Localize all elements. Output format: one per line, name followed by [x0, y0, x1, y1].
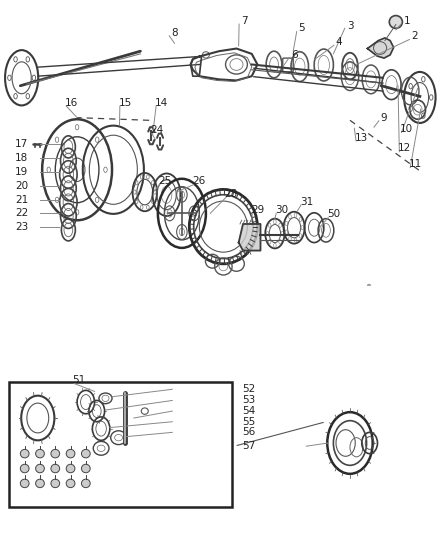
Text: 28: 28 — [225, 189, 238, 199]
Text: 25: 25 — [158, 176, 171, 187]
Text: 19: 19 — [15, 167, 28, 177]
Ellipse shape — [20, 479, 29, 488]
Text: 17: 17 — [15, 139, 28, 149]
Text: 12: 12 — [398, 143, 411, 154]
Text: 11: 11 — [409, 159, 422, 169]
Text: 31: 31 — [300, 197, 313, 207]
Text: 9: 9 — [381, 112, 387, 123]
Text: 10: 10 — [400, 124, 413, 134]
Ellipse shape — [20, 449, 29, 458]
Text: 18: 18 — [15, 153, 28, 163]
Text: 4: 4 — [336, 37, 343, 47]
Ellipse shape — [81, 449, 90, 458]
Text: 30: 30 — [275, 205, 288, 215]
Text: 24: 24 — [150, 125, 164, 135]
Ellipse shape — [66, 449, 75, 458]
Ellipse shape — [81, 479, 90, 488]
Text: 6: 6 — [291, 50, 297, 60]
Text: 26: 26 — [192, 176, 205, 187]
Ellipse shape — [66, 479, 75, 488]
Text: 56: 56 — [242, 427, 255, 438]
Text: 20: 20 — [15, 181, 28, 191]
Text: 1: 1 — [403, 16, 410, 26]
Ellipse shape — [389, 15, 403, 28]
Text: 2: 2 — [411, 31, 418, 42]
Text: 50: 50 — [327, 209, 340, 220]
Text: 52: 52 — [242, 384, 255, 394]
Ellipse shape — [35, 449, 44, 458]
Text: 22: 22 — [15, 208, 28, 219]
Text: 55: 55 — [242, 417, 255, 427]
Polygon shape — [239, 224, 261, 251]
Text: 3: 3 — [346, 21, 353, 31]
Text: 23: 23 — [15, 222, 28, 232]
Ellipse shape — [51, 479, 60, 488]
Text: 21: 21 — [15, 195, 28, 205]
Text: 8: 8 — [171, 28, 178, 38]
Text: 54: 54 — [242, 406, 255, 416]
Ellipse shape — [35, 479, 44, 488]
Ellipse shape — [35, 464, 44, 473]
Text: 14: 14 — [155, 98, 168, 108]
Text: 15: 15 — [119, 98, 132, 108]
Text: 53: 53 — [242, 395, 255, 406]
Text: 7: 7 — [241, 16, 247, 26]
Ellipse shape — [51, 464, 60, 473]
Ellipse shape — [66, 464, 75, 473]
Ellipse shape — [51, 449, 60, 458]
Text: 5: 5 — [299, 23, 305, 34]
Text: 29: 29 — [251, 205, 264, 215]
Text: 57: 57 — [242, 441, 255, 451]
Bar — [10, 382, 232, 507]
Ellipse shape — [81, 464, 90, 473]
Ellipse shape — [20, 464, 29, 473]
Text: 16: 16 — [65, 98, 78, 108]
Text: 51: 51 — [73, 375, 86, 385]
Text: 13: 13 — [355, 133, 368, 143]
Polygon shape — [367, 38, 394, 58]
